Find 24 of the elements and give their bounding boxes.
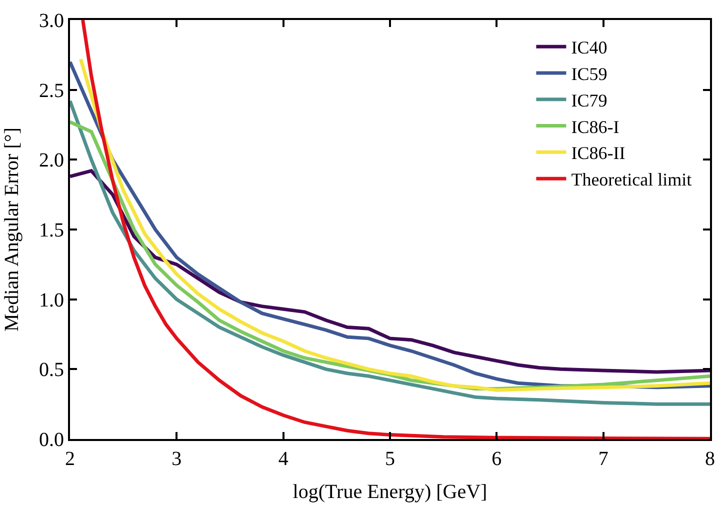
x-tick-label: 2 — [65, 448, 75, 470]
x-tick-label: 3 — [172, 448, 182, 470]
y-tick-label: 2.0 — [39, 150, 64, 172]
y-tick-label: 0.0 — [39, 429, 64, 451]
x-tick-label: 7 — [598, 448, 608, 470]
legend-label: IC86-I — [571, 116, 620, 137]
legend-label: IC40 — [571, 38, 608, 58]
legend-label: IC79 — [571, 90, 608, 110]
line-series — [81, 20, 710, 439]
x-tick-label: 8 — [705, 448, 715, 470]
x-tick-label: 4 — [278, 448, 288, 470]
y-tick-label: 0.5 — [39, 359, 64, 382]
x-axis-title: log(True Energy) [GeV] — [292, 481, 488, 503]
legend-label: IC59 — [571, 64, 608, 84]
legend-label: Theoretical limit — [571, 170, 692, 190]
y-tick-label: 3.0 — [39, 10, 64, 32]
legend-label: IC86-II — [571, 143, 626, 164]
y-tick-label: 1.5 — [39, 220, 64, 242]
line-series — [70, 169, 710, 374]
x-tick-label: 5 — [385, 448, 395, 470]
y-tick-label: 1.0 — [39, 289, 64, 312]
y-tick-label: 2.5 — [39, 80, 64, 102]
y-axis-title: Median Angular Error [°] — [1, 127, 23, 332]
x-tick-label: 6 — [492, 448, 502, 470]
